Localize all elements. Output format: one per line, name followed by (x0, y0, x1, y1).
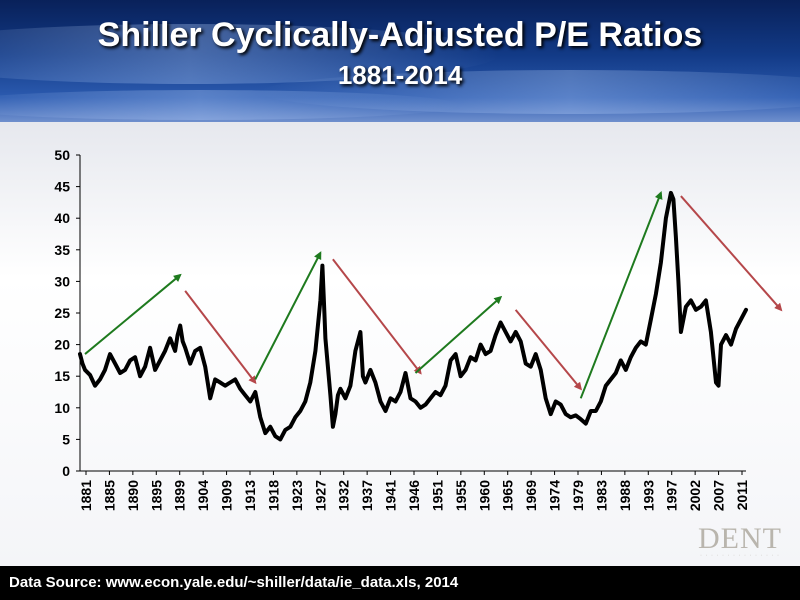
uptrend-arrow (579, 191, 663, 399)
x-tick-label: 1983 (593, 480, 609, 511)
x-tick-label: 1913 (242, 480, 258, 511)
x-tick-label: 1885 (101, 480, 117, 511)
x-tick-label: 1955 (453, 480, 469, 511)
x-tick-label: 1988 (617, 480, 633, 511)
y-tick-label: 0 (62, 463, 70, 479)
x-tick-label: 1941 (383, 480, 399, 511)
data-source-footer: Data Source: www.econ.yale.edu/~shiller/… (0, 566, 800, 600)
data-source-text: Data Source: www.econ.yale.edu/~shiller/… (9, 574, 459, 591)
cape-series-line (78, 190, 748, 442)
x-tick-label: 1951 (429, 480, 445, 511)
y-tick-label: 30 (54, 273, 70, 289)
x-tick-label: 2002 (687, 480, 703, 511)
x-tick-label: 1993 (640, 480, 656, 511)
x-tick-label: 1997 (664, 480, 680, 511)
uptrend-arrow (414, 295, 503, 374)
y-tick-label: 45 (54, 179, 70, 195)
x-tick-label: 1927 (312, 480, 328, 511)
y-tick-label: 25 (54, 305, 70, 321)
y-tick-label: 40 (54, 210, 70, 226)
x-tick-label: 2011 (734, 480, 750, 511)
chart-subtitle: 1881-2014 (337, 60, 463, 90)
x-tick-label: 1881 (78, 480, 94, 511)
y-tick-label: 15 (54, 368, 70, 384)
x-tick-label: 1899 (172, 480, 188, 511)
header-light-streak (0, 24, 500, 84)
x-tick-label: 1974 (547, 480, 563, 511)
x-tick-label: 1909 (219, 480, 235, 511)
y-tick-label: 20 (54, 337, 70, 353)
uptrend-arrow (254, 251, 322, 380)
header-light-streak (260, 70, 800, 114)
x-tick-label: 1932 (336, 480, 352, 511)
slide-header: Shiller Cyclically-Adjusted P/E Ratios 1… (0, 0, 800, 122)
logo-tagline: · · · · · · · · · · · · · · · (700, 553, 780, 559)
header-light-streak (0, 90, 460, 120)
x-tick-label: 1890 (125, 480, 141, 511)
x-tick-label: 1969 (523, 480, 539, 511)
downtrend-arrow (184, 290, 257, 385)
x-tick-label: 1937 (359, 480, 375, 511)
x-tick-label: 2007 (711, 480, 727, 511)
cape-line-chart: 0 5 10 15 20 25 30 35 40 45 50 1881 1885 1890 1895 1899… (54, 147, 783, 511)
x-tick-label: 1904 (195, 480, 211, 511)
y-tick-label: 35 (54, 242, 70, 258)
chart-title: Shiller Cyclically-Adjusted P/E Ratios (97, 16, 703, 54)
y-tick-label: 10 (54, 400, 70, 416)
x-tick-label: 1895 (148, 480, 164, 511)
plot-background (0, 122, 800, 566)
x-tick-label: 1979 (570, 480, 586, 511)
y-tick-label: 50 (54, 147, 70, 163)
x-tick-label: 1960 (476, 480, 492, 511)
x-tick-label: 1918 (265, 480, 281, 511)
x-tick-label: 1923 (289, 480, 305, 511)
downtrend-arrow (680, 195, 783, 312)
downtrend-arrow (514, 309, 583, 391)
dent-logo: DENT · · · · · · · · · · · · · · · (688, 522, 792, 562)
x-tick-label: 1946 (406, 480, 422, 511)
downtrend-arrow (332, 258, 422, 375)
uptrend-arrow (84, 273, 182, 355)
y-tick-label: 5 (62, 431, 70, 447)
x-tick-label: 1965 (500, 480, 516, 511)
